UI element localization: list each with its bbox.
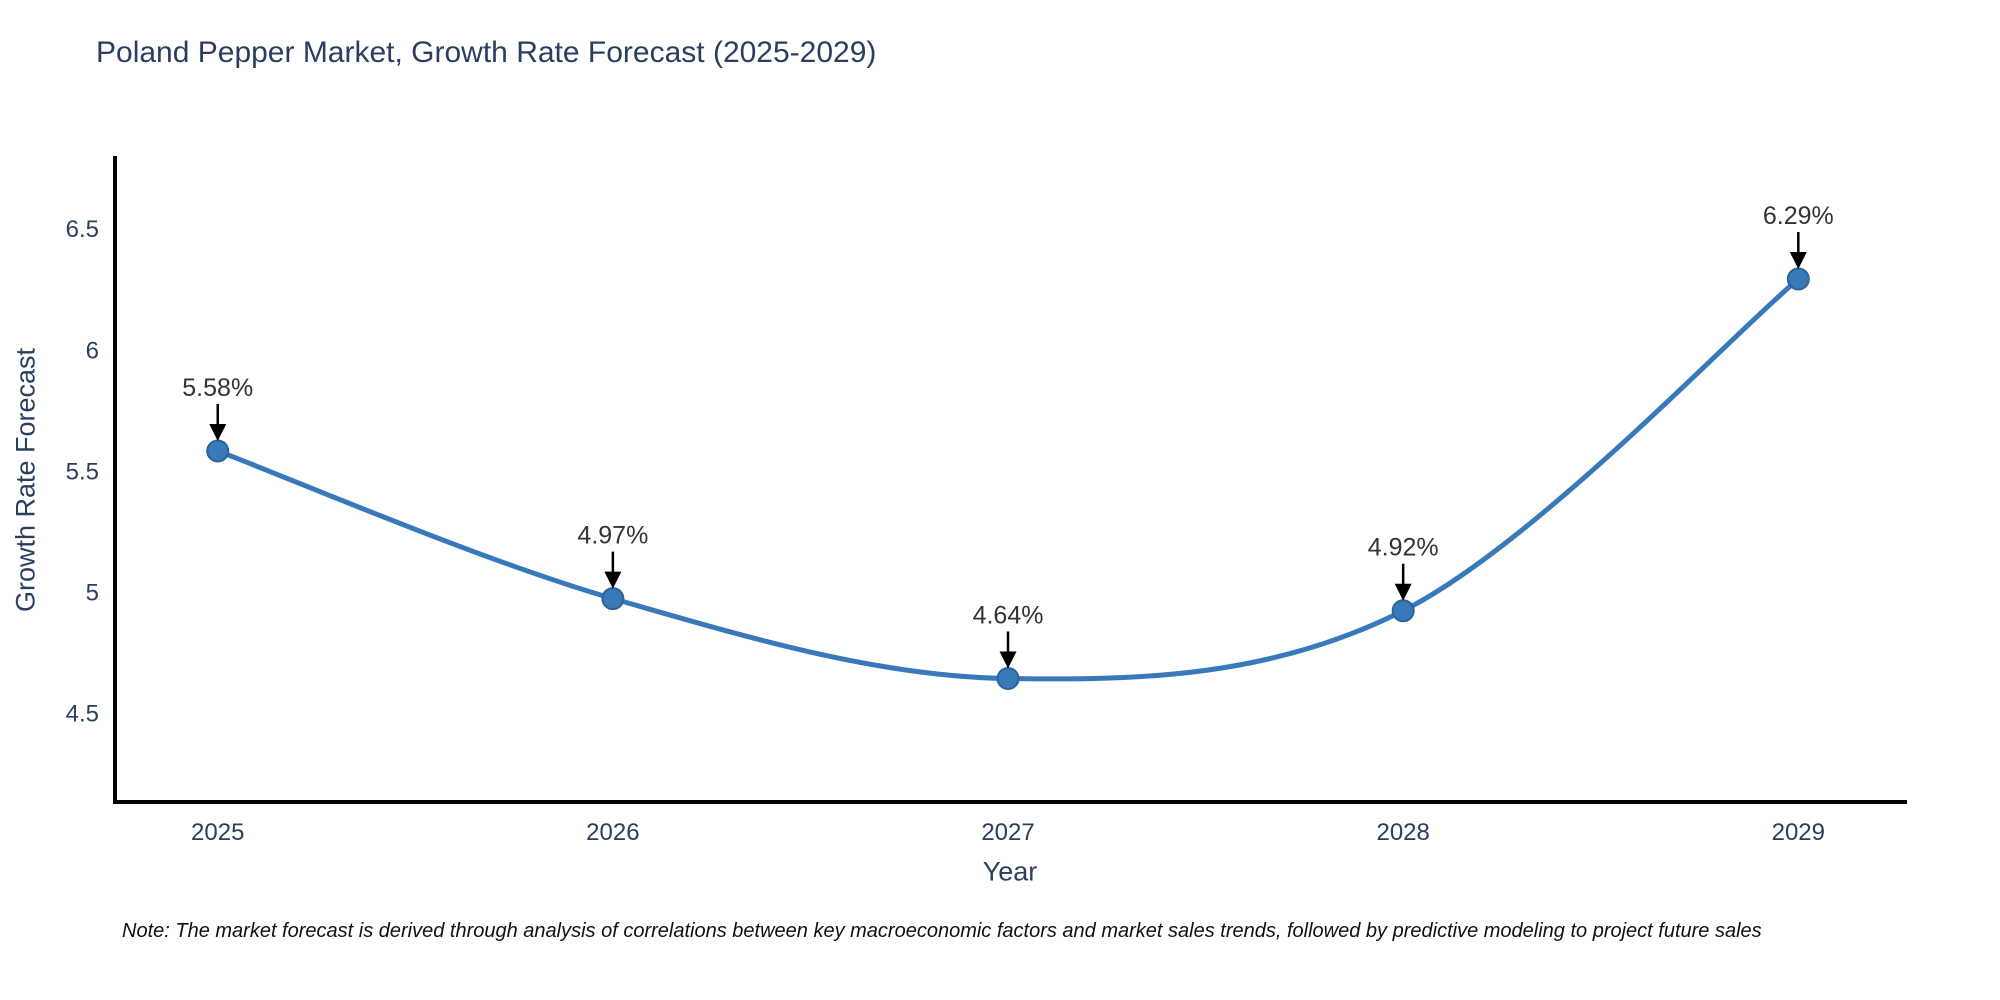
x-tick-label: 2027 [981, 819, 1034, 846]
chart-title: Poland Pepper Market, Growth Rate Foreca… [96, 36, 877, 69]
x-tick-label: 2028 [1376, 819, 1429, 846]
annotation-arrow-head [1394, 583, 1412, 601]
annotation-arrow-head [209, 423, 227, 441]
axis-spines [113, 156, 1907, 804]
data-point-2028 [1391, 599, 1415, 623]
data-point-2027 [996, 667, 1020, 691]
y-axis-title: Growth Rate Forecast [10, 347, 41, 613]
point-label: 4.97% [577, 522, 648, 550]
y-tick-label: 6 [86, 337, 99, 364]
footnote: Note: The market forecast is derived thr… [122, 920, 1762, 942]
x-tick-label: 2029 [1772, 819, 1825, 846]
y-tick-label: 4.5 [66, 700, 99, 727]
x-axis-title: Year [982, 856, 1038, 887]
data-point-2029 [1786, 267, 1810, 291]
annotation-arrow-head [604, 571, 622, 589]
y-tick-label: 5 [86, 579, 99, 606]
data-point-2026 [601, 587, 625, 611]
data-point-2025 [206, 439, 230, 463]
annotation-arrow-head [999, 651, 1017, 669]
point-label: 4.64% [973, 602, 1044, 630]
annotation-arrow-head [1789, 252, 1807, 270]
x-tick-label: 2026 [586, 819, 639, 846]
point-label: 5.58% [182, 374, 253, 402]
x-tick-label: 2025 [191, 819, 244, 846]
y-tick-label: 5.5 [66, 458, 99, 485]
point-label: 4.92% [1368, 534, 1439, 562]
point-label: 6.29% [1763, 202, 1834, 230]
y-tick-label: 6.5 [66, 216, 99, 243]
